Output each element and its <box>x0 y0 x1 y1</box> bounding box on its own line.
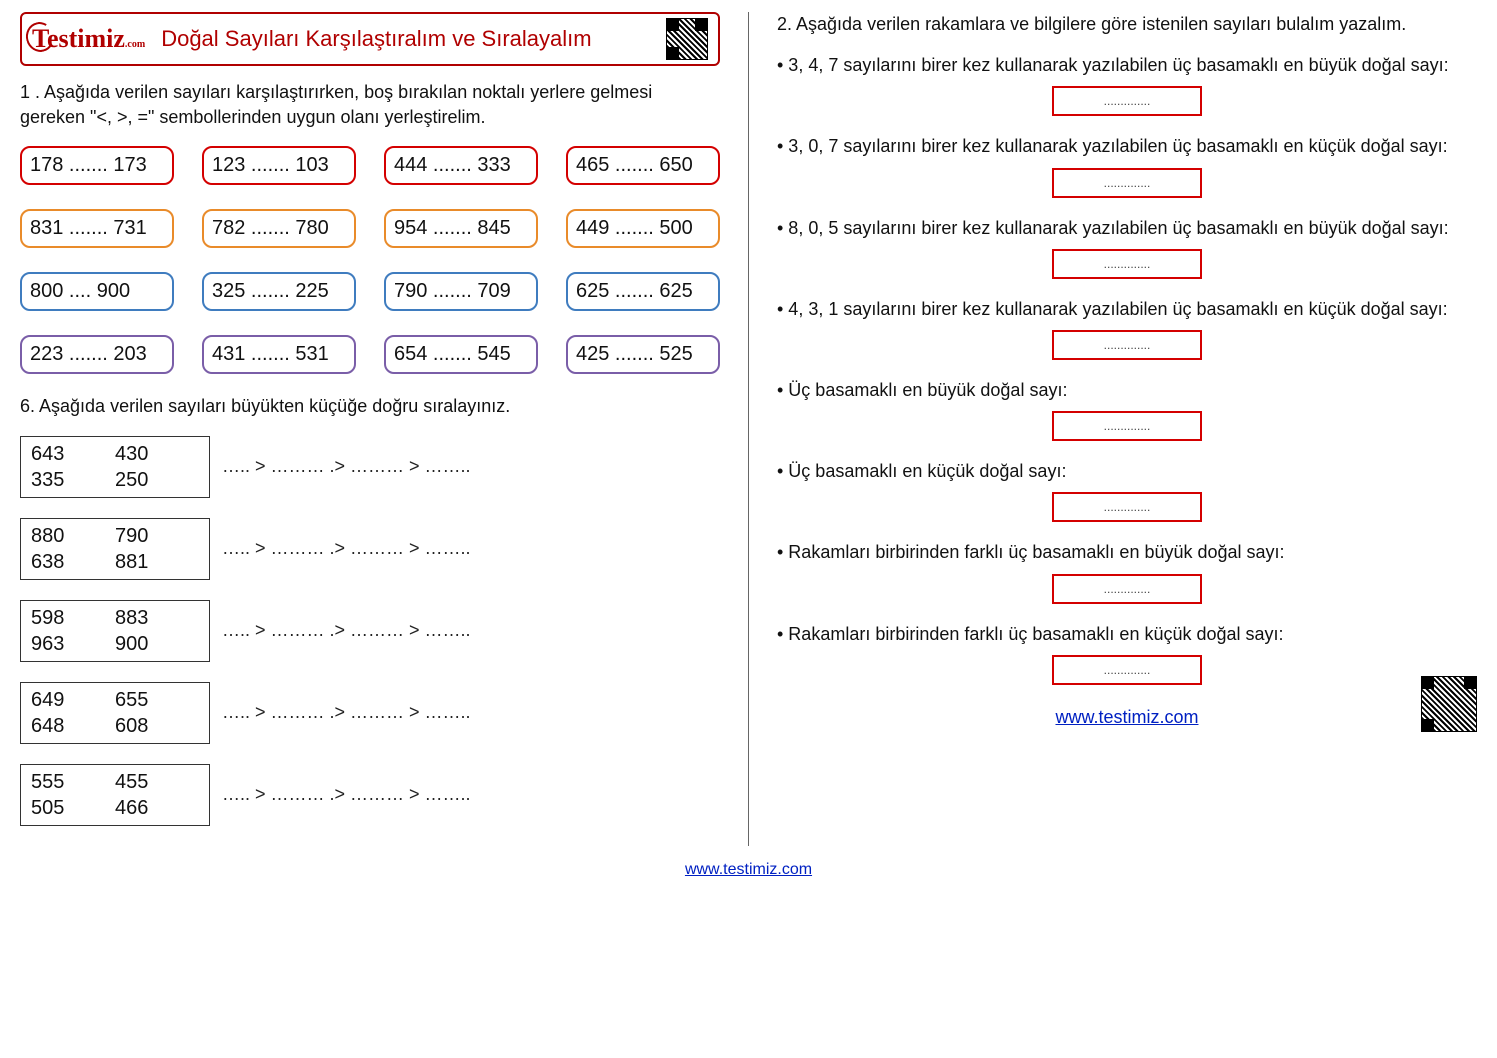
page-footer: www.testimiz.com <box>0 852 1497 889</box>
left-column: Testimiz.com Doğal Sayıları Karşılaştıra… <box>20 12 720 846</box>
sort-fill[interactable]: ….. > ……… .> ……… > …….. <box>222 702 471 723</box>
number-value: 555 <box>31 769 115 795</box>
number-value: 963 <box>31 631 115 657</box>
number-value: 790 <box>115 523 199 549</box>
compare-box[interactable]: 444 ....... 333 <box>384 146 538 185</box>
sort-row: 598883963900 ….. > ……… .> ……… > …….. <box>20 600 720 662</box>
answer-box[interactable]: .............. <box>1052 168 1202 198</box>
sort-row: 555455505466 ….. > ……… .> ……… > …….. <box>20 764 720 826</box>
sort-fill[interactable]: ….. > ……… .> ……… > …….. <box>222 620 471 641</box>
sort-row: 649655648608 ….. > ……… .> ……… > …….. <box>20 682 720 744</box>
answer-box[interactable]: .............. <box>1052 411 1202 441</box>
number-value: 455 <box>115 769 199 795</box>
compare-box[interactable]: 425 ....... 525 <box>566 335 720 374</box>
sort-row: 643430335250 ….. > ……… .> ……… > …….. <box>20 436 720 498</box>
number-value: 466 <box>115 795 199 821</box>
q2-item: • 3, 0, 7 sayılarını birer kez kullanara… <box>777 134 1477 159</box>
compare-box[interactable]: 431 ....... 531 <box>202 335 356 374</box>
right-column: 2. Aşağıda verilen rakamlara ve bilgiler… <box>777 12 1477 846</box>
number-value: 250 <box>115 467 199 493</box>
compare-box[interactable]: 465 ....... 650 <box>566 146 720 185</box>
site-link-wrap: www.testimiz.com <box>1055 707 1198 728</box>
number-value: 881 <box>115 549 199 575</box>
sort-row: 880790638881 ….. > ……… .> ……… > …….. <box>20 518 720 580</box>
compare-box[interactable]: 954 ....... 845 <box>384 209 538 248</box>
number-box: 555455505466 <box>20 764 210 826</box>
number-value: 598 <box>31 605 115 631</box>
right-footer: www.testimiz.com <box>777 703 1477 728</box>
number-value: 430 <box>115 441 199 467</box>
compare-box[interactable]: 449 ....... 500 <box>566 209 720 248</box>
answer-box[interactable]: .............. <box>1052 492 1202 522</box>
sort-fill[interactable]: ….. > ……… .> ……… > …….. <box>222 456 471 477</box>
number-value: 608 <box>115 713 199 739</box>
q1-instruction: 1 . Aşağıda verilen sayıları karşılaştır… <box>20 80 720 130</box>
column-divider <box>748 12 749 846</box>
q6-instruction: 6. Aşağıda verilen sayıları büyükten küç… <box>20 394 720 419</box>
number-value: 643 <box>31 441 115 467</box>
qr-icon <box>666 18 708 60</box>
answer-box[interactable]: .............. <box>1052 655 1202 685</box>
compare-box[interactable]: 123 ....... 103 <box>202 146 356 185</box>
compare-box[interactable]: 782 ....... 780 <box>202 209 356 248</box>
compare-box[interactable]: 654 ....... 545 <box>384 335 538 374</box>
number-box: 598883963900 <box>20 600 210 662</box>
compare-box[interactable]: 831 ....... 731 <box>20 209 174 248</box>
compare-box[interactable]: 800 .... 900 <box>20 272 174 311</box>
number-box: 643430335250 <box>20 436 210 498</box>
compare-box[interactable]: 325 ....... 225 <box>202 272 356 311</box>
number-value: 648 <box>31 713 115 739</box>
compare-box[interactable]: 178 ....... 173 <box>20 146 174 185</box>
compare-box[interactable]: 223 ....... 203 <box>20 335 174 374</box>
number-value: 505 <box>31 795 115 821</box>
number-value: 649 <box>31 687 115 713</box>
logo: Testimiz.com <box>32 24 145 54</box>
answer-box[interactable]: .............. <box>1052 574 1202 604</box>
answer-box[interactable]: .............. <box>1052 249 1202 279</box>
number-value: 655 <box>115 687 199 713</box>
number-value: 880 <box>31 523 115 549</box>
answer-box[interactable]: .............. <box>1052 86 1202 116</box>
q2-item: • Üç basamaklı en küçük doğal sayı: <box>777 459 1477 484</box>
worksheet-header: Testimiz.com Doğal Sayıları Karşılaştıra… <box>20 12 720 66</box>
number-value: 638 <box>31 549 115 575</box>
number-box: 649655648608 <box>20 682 210 744</box>
qr-icon <box>1421 676 1477 732</box>
compare-box[interactable]: 790 ....... 709 <box>384 272 538 311</box>
number-value: 900 <box>115 631 199 657</box>
answer-box[interactable]: .............. <box>1052 330 1202 360</box>
q2-item: • 3, 4, 7 sayılarını birer kez kullanara… <box>777 53 1477 78</box>
q2-item: • Rakamları birbirinden farklı üç basama… <box>777 622 1477 647</box>
q2-item: • 4, 3, 1 sayılarını birer kez kullanara… <box>777 297 1477 322</box>
q2-item: • Rakamları birbirinden farklı üç basama… <box>777 540 1477 565</box>
site-link[interactable]: www.testimiz.com <box>1055 707 1198 727</box>
number-value: 335 <box>31 467 115 493</box>
footer-link[interactable]: www.testimiz.com <box>685 861 812 878</box>
q2-item: • 8, 0, 5 sayılarını birer kez kullanara… <box>777 216 1477 241</box>
worksheet-title: Doğal Sayıları Karşılaştıralım ve Sırala… <box>161 26 650 52</box>
sort-fill[interactable]: ….. > ……… .> ……… > …….. <box>222 784 471 805</box>
q2-instruction: 2. Aşağıda verilen rakamlara ve bilgiler… <box>777 12 1477 37</box>
compare-box[interactable]: 625 ....... 625 <box>566 272 720 311</box>
q2-area: • 3, 4, 7 sayılarını birer kez kullanara… <box>777 53 1477 685</box>
sort-fill[interactable]: ….. > ……… .> ……… > …….. <box>222 538 471 559</box>
number-value: 883 <box>115 605 199 631</box>
number-box: 880790638881 <box>20 518 210 580</box>
q2-item: • Üç basamaklı en büyük doğal sayı: <box>777 378 1477 403</box>
logo-sub: .com <box>125 39 145 50</box>
sort-area: 643430335250….. > ……… .> ……… > ……..88079… <box>20 436 720 826</box>
compare-grid: 178 ....... 173 123 ....... 103 444 ......… <box>20 146 720 374</box>
